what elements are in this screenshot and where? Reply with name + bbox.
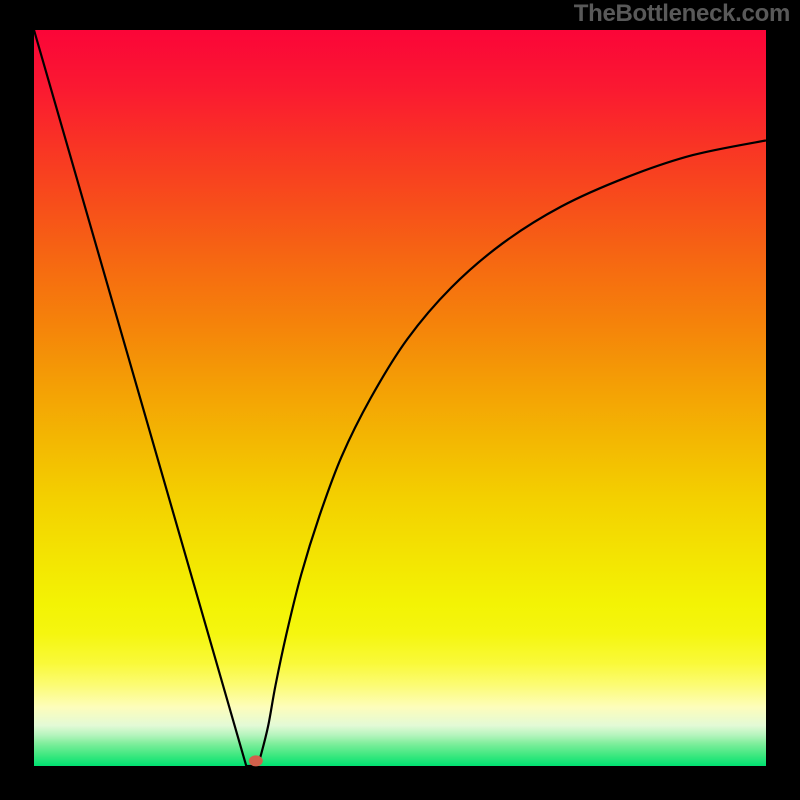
chart-svg — [0, 0, 800, 800]
plot-background — [34, 30, 766, 766]
bottleneck-marker — [249, 755, 263, 766]
watermark-text: TheBottleneck.com — [574, 0, 790, 28]
chart-container: TheBottleneck.com — [0, 0, 800, 800]
